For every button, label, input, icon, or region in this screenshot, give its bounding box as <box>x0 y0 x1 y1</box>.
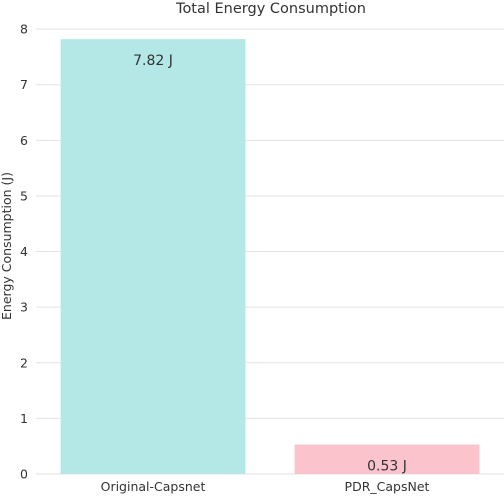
y-tick-label: 4 <box>20 244 28 259</box>
y-axis-title: Energy Consumption (J) <box>0 172 14 320</box>
label-layer: 0 1 2 3 4 5 6 7 8 Original-Capsnet 7.82 J PDR_CapsN… <box>20 22 429 494</box>
y-tick-label: 8 <box>20 22 28 37</box>
bar-value-label: 7.82 J <box>133 53 173 69</box>
y-tick-label: 7 <box>20 77 28 92</box>
bar-value-label: 0.53 J <box>367 459 407 475</box>
bar-pdr-capsnet <box>294 444 480 474</box>
chart-title: Total Energy Consumption <box>175 1 366 17</box>
bar-layer <box>60 39 480 474</box>
x-tick-label: Original-Capsnet <box>101 479 206 494</box>
y-tick-label: 3 <box>20 300 28 315</box>
y-tick-label: 2 <box>20 355 28 370</box>
x-tick-label: PDR_CapsNet <box>345 479 430 494</box>
bar-original-capsnet <box>60 39 246 474</box>
y-tick-label: 1 <box>20 411 28 426</box>
y-tick-label: 5 <box>20 188 28 203</box>
y-tick-label: 6 <box>20 133 28 148</box>
y-tick-label: 0 <box>20 467 28 482</box>
